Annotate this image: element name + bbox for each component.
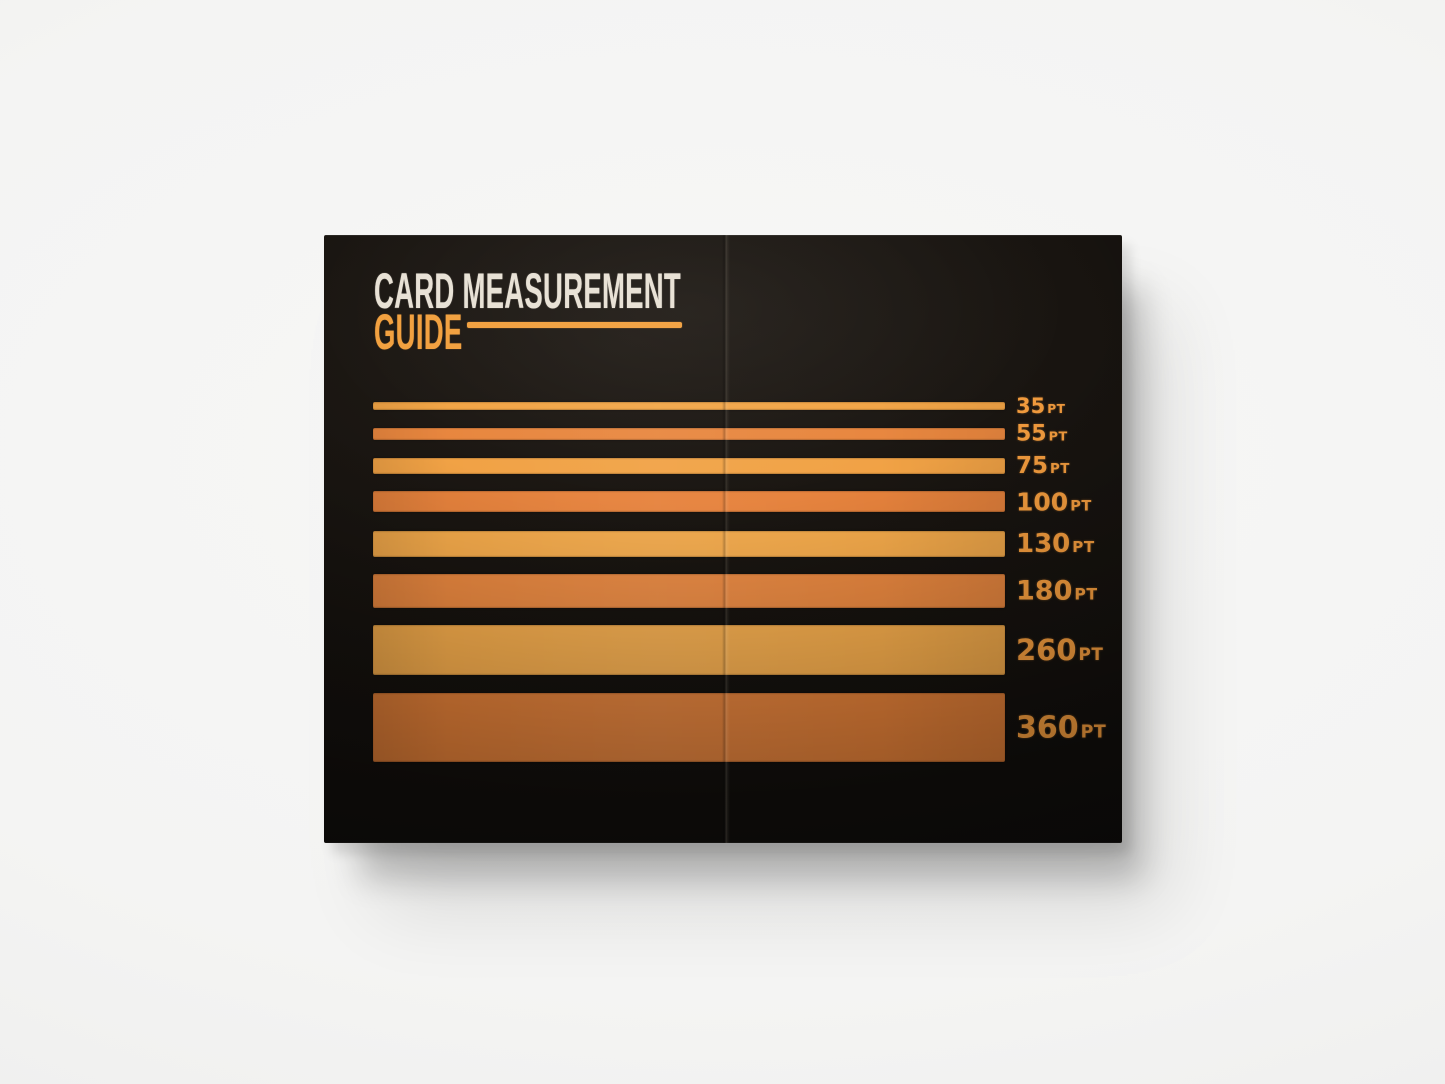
label-360pt-value: 360 [1016, 710, 1079, 745]
label-75pt: 75 PT [1016, 453, 1070, 479]
label-180pt-value: 180 [1016, 575, 1073, 607]
label-100pt-unit: PT [1070, 498, 1092, 514]
bar-35pt [373, 402, 1005, 410]
measurement-card: CARD MEASUREMENT GUIDE 35 PT 55 PT 75 PT 10… [324, 235, 1122, 843]
label-55pt: 55 PT [1016, 422, 1068, 447]
label-100pt: 100 PT [1016, 487, 1092, 516]
label-260pt: 260 PT [1016, 633, 1103, 667]
bar-75pt [373, 458, 1005, 474]
label-180pt: 180 PT [1016, 576, 1098, 607]
label-180pt-unit: PT [1074, 584, 1098, 604]
bar-row-260pt: 260 PT [373, 625, 1103, 675]
bar-360pt [373, 693, 1005, 762]
title-line1: CARD MEASUREMENT [374, 265, 932, 317]
label-75pt-value: 75 [1016, 453, 1049, 479]
bar-row-180pt: 180 PT [373, 574, 1097, 608]
label-35pt-value: 35 [1016, 394, 1046, 418]
label-55pt-unit: PT [1048, 429, 1068, 445]
label-130pt-value: 130 [1016, 529, 1071, 559]
label-360pt: 360 PT [1016, 710, 1106, 745]
label-360pt-unit: PT [1080, 722, 1107, 742]
label-75pt-unit: PT [1050, 462, 1070, 477]
bar-100pt [373, 491, 1005, 512]
label-55pt-value: 55 [1016, 421, 1047, 447]
title-line1-text: CARD MEASUREMENT [374, 263, 681, 319]
bar-180pt [373, 574, 1005, 608]
bar-130pt [373, 531, 1005, 557]
title-line2-text: GUIDE [374, 304, 463, 360]
label-35pt-unit: PT [1047, 402, 1066, 416]
title-line2: GUIDE [374, 306, 535, 358]
label-130pt-unit: PT [1072, 538, 1095, 556]
bar-row-360pt: 360 PT [373, 693, 1106, 762]
bar-row-55pt: 55 PT [373, 422, 1067, 447]
bar-260pt [373, 625, 1005, 675]
label-100pt-value: 100 [1016, 487, 1069, 516]
bar-row-100pt: 100 PT [373, 487, 1091, 516]
label-130pt: 130 PT [1016, 529, 1095, 559]
bar-row-35pt: 35 PT [373, 394, 1065, 418]
bar-55pt [373, 428, 1005, 440]
title-underline [466, 322, 682, 328]
label-35pt: 35 PT [1016, 394, 1065, 418]
label-260pt-value: 260 [1016, 633, 1077, 667]
bar-row-130pt: 130 PT [373, 529, 1094, 559]
bar-row-75pt: 75 PT [373, 453, 1069, 479]
label-260pt-unit: PT [1078, 644, 1104, 664]
